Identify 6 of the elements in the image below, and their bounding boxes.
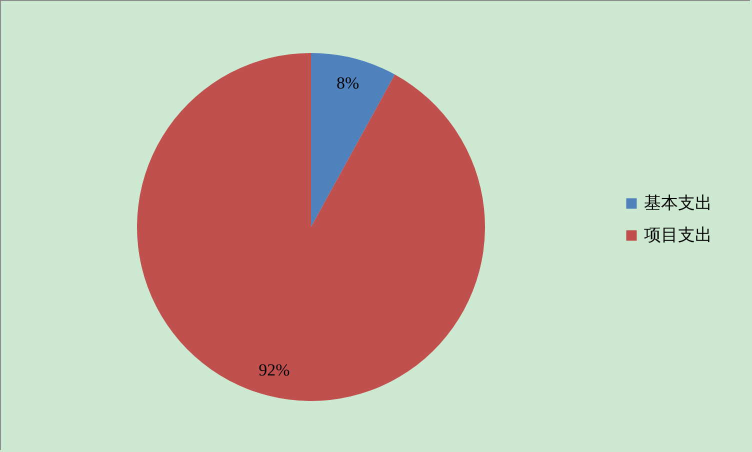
pie-slice bbox=[137, 53, 485, 401]
data-label: 8% bbox=[336, 74, 360, 93]
legend-label: 项目支出 bbox=[644, 226, 712, 246]
pie-slice bbox=[311, 53, 395, 227]
data-label: 92% bbox=[258, 360, 290, 380]
legend-label: 基本支出 bbox=[644, 194, 712, 214]
